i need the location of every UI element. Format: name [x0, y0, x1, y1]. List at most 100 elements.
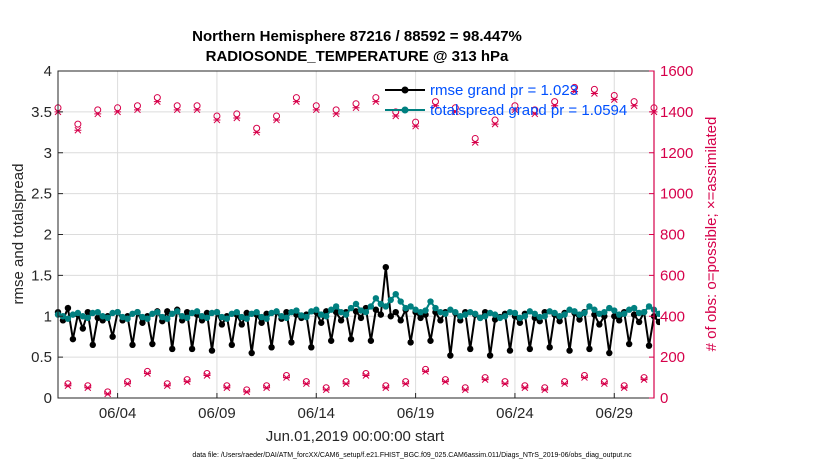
spread-point	[462, 311, 469, 318]
obs-possible-point	[451, 104, 459, 112]
rmse-point	[750, 309, 756, 315]
rmse-point	[94, 314, 101, 322]
spread-point	[561, 311, 568, 318]
obs-possible-point	[661, 370, 667, 376]
obs-assimilated-point	[402, 380, 410, 388]
spread-point	[293, 307, 300, 314]
legend-rmse-marker	[401, 86, 409, 94]
obs-possible-point	[282, 372, 290, 380]
obs-assimilated-point	[114, 108, 122, 116]
spread-point	[407, 303, 414, 310]
rmse-point	[357, 314, 365, 322]
spread-point	[805, 313, 811, 319]
spread-point	[332, 303, 340, 310]
rmse-point	[109, 333, 116, 340]
left-axis-ticks: 0 0.5 1 1.5 2 2.5 3 3.5 4	[31, 63, 63, 407]
obs-assimilated-point	[790, 99, 797, 105]
obs-possible-point	[332, 106, 340, 114]
obs-assimilated-point	[253, 128, 261, 136]
obs-assimilated-point	[382, 384, 390, 392]
rmse-point	[248, 349, 255, 357]
spread-point	[541, 313, 548, 320]
obs-possible-point	[362, 369, 370, 377]
obs-possible-point	[422, 365, 430, 373]
spread-point	[760, 311, 766, 317]
obs-possible-point	[541, 384, 549, 392]
obs-assimilated-point	[580, 374, 588, 381]
obs-possible-point	[342, 378, 350, 386]
legend: rmse grand pr = 1.023 totalspread grand …	[385, 82, 627, 119]
spread-point	[198, 313, 206, 320]
spread-point	[591, 306, 598, 313]
chart-title-line1: Northern Hemisphere 87216 / 88592 = 98.4…	[192, 28, 522, 45]
obs-possible-point	[511, 102, 519, 110]
x-tick-label: 06/09	[198, 405, 236, 422]
left-tick-label: 2	[44, 227, 52, 244]
right-tick-label: 1200	[660, 145, 693, 162]
spread-point	[253, 308, 260, 316]
spread-point	[193, 308, 201, 315]
right-tick-label: 0	[660, 390, 668, 407]
left-tick-label: 1	[44, 308, 52, 325]
obs-possible-point	[701, 373, 707, 379]
right-tick-label: 1400	[660, 104, 693, 121]
rmse-point	[790, 311, 796, 317]
spread-point	[442, 310, 449, 317]
spread-point	[720, 313, 726, 319]
spread-point	[546, 308, 553, 315]
rmse-point	[407, 339, 414, 346]
obs-assimilated-point	[173, 106, 181, 114]
spread-point	[69, 311, 77, 318]
rmse-point	[785, 344, 791, 350]
x-tick-label: 06/04	[99, 405, 137, 422]
obs-assimilated-point	[84, 384, 92, 392]
obs-possible-point	[312, 102, 320, 110]
spread-point	[178, 313, 186, 320]
obs-possible-point	[64, 380, 72, 388]
spread-point	[621, 310, 628, 317]
obs-possible-point	[750, 107, 756, 113]
obs-possible-point	[571, 83, 579, 91]
rmse-point	[556, 317, 563, 325]
spread-point	[457, 313, 464, 320]
rmse-point	[447, 352, 454, 359]
rmse-point	[770, 313, 776, 319]
spread-point	[233, 308, 240, 316]
obs-possible-point	[322, 384, 330, 392]
chart-title-line2: RADIOSONDE_TEMPERATURE @ 313 hPa	[206, 48, 509, 65]
spread-point	[203, 314, 211, 322]
x-tick-label: 06/14	[297, 405, 335, 422]
obs-possible-point	[153, 94, 161, 102]
spread-point	[248, 310, 255, 317]
spread-point	[337, 308, 345, 316]
obs-assimilated-point	[441, 378, 449, 386]
obs-possible-point	[94, 106, 102, 114]
spread-point	[521, 313, 529, 320]
obs-possible-point	[620, 382, 628, 390]
left-tick-label: 0	[44, 390, 52, 407]
spread-point	[725, 307, 731, 313]
obs-assimilated-point	[362, 372, 370, 379]
right-tick-label: 600	[660, 267, 685, 284]
spread-point	[129, 310, 136, 317]
x-tick-label: 06/29	[595, 405, 633, 422]
spread-point	[258, 313, 265, 321]
spread-point	[536, 313, 543, 321]
obs-possible-point	[600, 378, 608, 386]
right-axis-ticks: 0 200 400 600 800 1000 1200 1400 1600	[649, 63, 693, 407]
series-layer	[54, 83, 811, 398]
right-axis-label: # of obs: o=possible; ×=assimilated	[703, 117, 720, 352]
spread-point	[616, 311, 623, 318]
grid-lines	[58, 71, 654, 398]
obs-possible-point	[431, 98, 439, 106]
spread-point	[124, 315, 131, 322]
obs-possible-point	[84, 382, 92, 390]
spread-point	[586, 303, 593, 310]
spread-point	[422, 307, 429, 314]
rmse-point	[203, 309, 211, 317]
rmse-point	[392, 308, 399, 316]
obs-possible-point	[302, 378, 310, 386]
rmse-point	[327, 337, 335, 344]
rmse-point	[720, 313, 726, 319]
spread-point	[79, 313, 87, 320]
